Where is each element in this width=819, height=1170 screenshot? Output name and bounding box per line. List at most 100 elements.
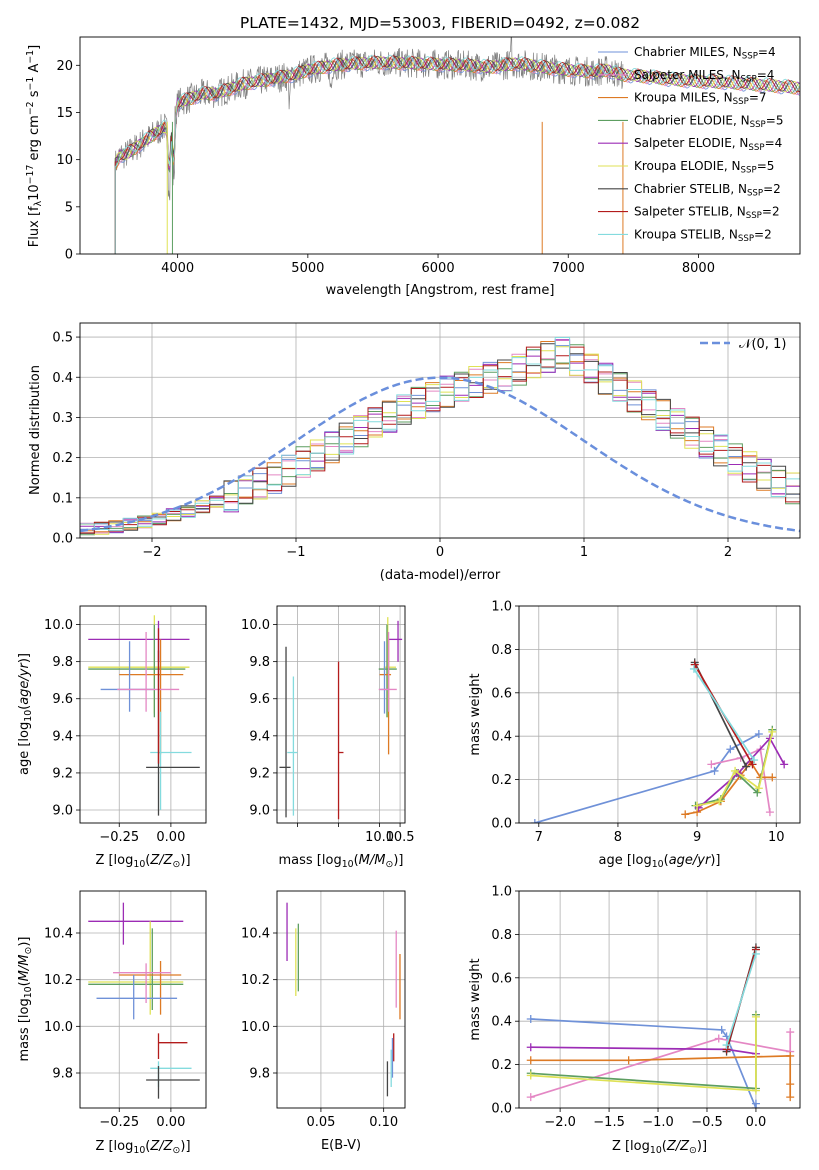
- weight-marker: [786, 1051, 795, 1060]
- y-tick-label: 0.2: [491, 773, 512, 788]
- weight-marker: [754, 784, 763, 793]
- weight-series-5: [698, 736, 785, 809]
- weight-marker: [751, 1086, 760, 1095]
- data-point-6: [117, 631, 180, 712]
- x-tick-label: 8: [614, 830, 622, 845]
- model-spectrum-7: [114, 55, 800, 254]
- weight-vs-age-panel: 7 8 9 10 0.0 0.2 0.4 0.6 0.8 1.0 mass weight age [l…: [468, 600, 801, 870]
- x-tick-label: −2: [142, 545, 161, 560]
- axes-frame: [276, 605, 406, 824]
- data-point-8: [279, 646, 291, 818]
- y-tick-label: 9.8: [52, 1067, 73, 1082]
- data-point-3: [88, 624, 186, 718]
- x-tick-label: 7: [535, 830, 543, 845]
- legend-entry: Kroupa ELODIE, NSSP=5: [634, 159, 774, 176]
- y-tick-label: 9.0: [249, 804, 270, 819]
- y-tick-label: 10.0: [241, 1020, 270, 1035]
- residuals-panel: −2 −1 0 1 2 0.0 0.1 0.2 0.3 0.4 0.5 𝒩(0, 1) (data-mo…: [28, 322, 801, 583]
- y-tick-label: 9.8: [249, 1067, 270, 1082]
- error-bars: [279, 617, 403, 820]
- weight-lines: [526, 943, 795, 1108]
- legend-entry: Salpeter MILES, NSSP=4: [634, 68, 774, 85]
- residuals-x-label: (data-model)/error: [380, 568, 501, 583]
- weight-marker: [693, 801, 702, 810]
- x-tick-label: −1.5: [593, 1115, 625, 1130]
- spectrum-panel: 4000 5000 6000 7000 8000 0 5 10 15 20 Chabrier MIL…: [25, 14, 801, 298]
- y-tick-label: 0.4: [52, 371, 73, 386]
- model-spectrum-6: [114, 56, 800, 254]
- data-point-1: [88, 902, 184, 945]
- y-tick-label: 0.3: [52, 411, 73, 426]
- x-tick-label: 6000: [422, 261, 455, 276]
- weight-marker: [751, 949, 760, 958]
- data-point-9: [157, 1033, 188, 1059]
- legend-entry: Salpeter STELIB, NSSP=2: [634, 205, 780, 222]
- data-point-1: [388, 620, 403, 662]
- weight-series-9: [725, 953, 757, 1046]
- weight-marker: [726, 745, 735, 754]
- legend-entry: Chabrier ELODIE, NSSP=5: [634, 113, 783, 130]
- weight-marker: [717, 1025, 726, 1034]
- x-tick-label: −1.0: [642, 1115, 674, 1130]
- axes-frame: [518, 890, 801, 1109]
- y-tick-label: 0.6: [491, 686, 512, 701]
- y-tick-label: 9.8: [52, 655, 73, 670]
- weight-marker: [526, 1056, 535, 1065]
- weight-marker: [754, 730, 763, 739]
- axes-frame: [276, 890, 406, 1109]
- data-point-3: [88, 928, 184, 1010]
- weight-marker: [786, 1080, 795, 1089]
- y-tick-label: 9.2: [52, 766, 73, 781]
- spectrum-title: PLATE=1432, MJD=53003, FIBERID=0492, z=0…: [240, 14, 640, 32]
- x-tick-label: −2.0: [544, 1115, 576, 1130]
- weight-marker: [681, 810, 690, 819]
- model-spectrum-4: [114, 56, 800, 254]
- y-tick-label: 9.6: [249, 692, 270, 707]
- weight-series-1: [534, 733, 760, 823]
- y-tick-label: 10.2: [44, 973, 73, 988]
- x-tick-label: 10.5: [386, 830, 415, 845]
- data-point-1: [88, 620, 190, 662]
- y-tick-label: 0.0: [491, 817, 512, 832]
- weight-marker: [530, 819, 539, 823]
- residual-histogram-3: [80, 341, 800, 533]
- weight-marker: [715, 797, 724, 806]
- weight-marker: [742, 762, 751, 771]
- y-tick-label: 0.8: [491, 643, 512, 658]
- axes-frame: [79, 605, 207, 824]
- x-tick-label: 0.0: [746, 1115, 767, 1130]
- y-tick-label: 10.4: [241, 927, 270, 942]
- observed-spectrum: [114, 37, 624, 201]
- y-tick-label: 10.0: [44, 618, 73, 633]
- weight-marker: [526, 1015, 535, 1024]
- spectrum-y-label: Flux [fλ10−17 erg cm−2 s−1 A−1]: [25, 45, 44, 247]
- weight-marker: [751, 1012, 760, 1021]
- x-tick-label: −0.25: [99, 1115, 139, 1130]
- x-tick-label: 8000: [682, 261, 715, 276]
- gaussian-reference: [80, 376, 800, 533]
- weight-marker: [768, 773, 777, 782]
- weight-marker: [722, 1041, 731, 1050]
- y-tick-label: 1.0: [491, 600, 512, 615]
- y-tick-label: 0.0: [52, 532, 73, 547]
- weight-marker: [624, 1056, 633, 1065]
- weight-marker: [526, 1043, 535, 1052]
- x-tick-label: −0.25: [99, 830, 139, 845]
- y-tick-label: 0.8: [491, 928, 512, 943]
- legend-entry: Kroupa STELIB, NSSP=2: [634, 227, 772, 244]
- x-tick-label: 0.10: [369, 1115, 398, 1130]
- y-tick-label: 0.2: [491, 1058, 512, 1073]
- weight-marker: [707, 760, 716, 769]
- weight-series-2: [530, 1032, 792, 1099]
- weight-vs-Z-panel: −2.0 −1.5 −1.0 −0.5 0.0 0.0 0.2 0.4 0.6 0.8 1.0 mas…: [468, 885, 801, 1156]
- y-tick-label: 9.6: [52, 692, 73, 707]
- weight-marker: [714, 1034, 723, 1043]
- mass-vs-Z-y-label: mass [log10(M/M⊙)]: [17, 937, 34, 1062]
- data-point-2: [88, 921, 184, 1015]
- mass-vs-EBV-panel: 0.05 0.10 9.8 10.0 10.2 10.4 E(B-V): [241, 890, 406, 1153]
- x-tick-label: 0.00: [156, 830, 185, 845]
- y-tick-label: 10.2: [241, 973, 270, 988]
- weight-series-9: [693, 668, 755, 761]
- data-point-9: [337, 661, 344, 820]
